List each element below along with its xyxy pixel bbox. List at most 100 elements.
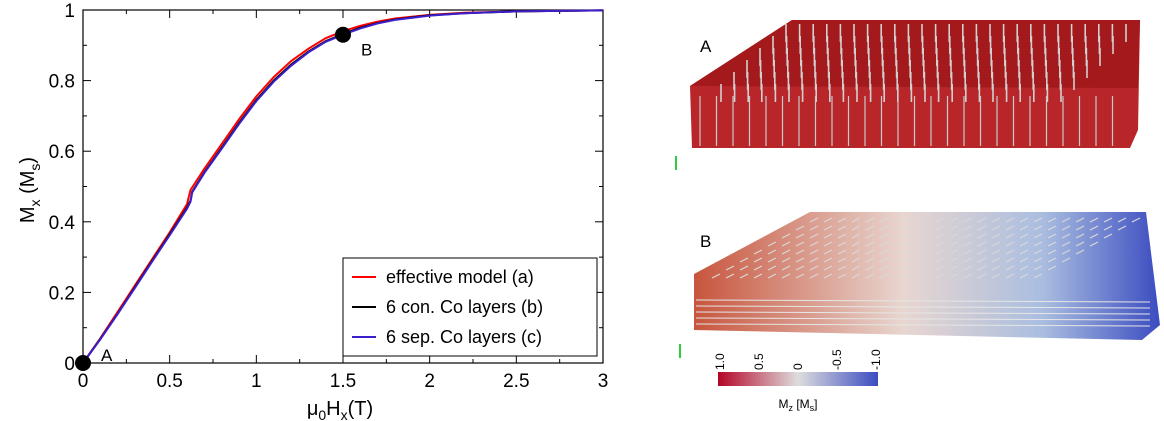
spin-arrow [795,265,805,271]
spin-arrow [935,241,945,247]
spin-arrow [893,249,903,255]
spin-arrow [935,265,945,271]
colorbar-tick-3: 0 [791,363,805,370]
y-tick-label: 0.6 [49,142,75,163]
spin-arrow [907,217,917,223]
spin-arrow [1033,265,1043,271]
spin-arrow [907,249,917,255]
spin-arrow [907,225,917,231]
spin-arrow [865,217,875,223]
spin-arrow [1033,225,1043,231]
spin-arrow [963,225,973,231]
spin-arrow [1047,241,1057,247]
spin-arrow [809,249,819,255]
spin-arrow [1005,241,1015,247]
spin-arrow [1033,273,1043,279]
spin-arrow [949,241,959,247]
spin-arrow [865,249,875,255]
spin-arrow [1061,241,1071,247]
spin-arrow [991,241,1001,247]
spin-arrow [935,257,945,263]
spin-arrow [977,225,987,231]
spin-arrow [739,273,749,279]
spin-arrow [753,265,763,271]
layer-edge [695,305,1151,309]
spin-arrow [851,265,861,271]
x-tick-label: 0.5 [156,371,182,392]
spin-arrow [837,257,847,263]
spin-arrow [977,265,987,271]
spin-arrow [851,257,861,263]
spin-arrow [1047,249,1057,255]
spin-arrow [809,265,819,271]
spin-arrow [809,273,819,279]
colorbar-tick-1: 1.0 [713,353,727,370]
spin-arrow [921,233,931,239]
spin-arrow [1061,257,1071,263]
spin-arrow [879,233,889,239]
marker-points: AB [75,26,372,371]
x-tick-label: 2.5 [503,371,529,392]
spin-arrow [1033,217,1043,223]
spin-arrow [1033,233,1043,239]
spin-arrow [949,225,959,231]
spin-arrow [767,265,777,271]
spin-arrow [935,225,945,231]
colorbar-title: Mz [Ms] [778,397,817,413]
spin-arrow [823,265,833,271]
magnetization-chart: 0 0.5 1 1.5 2 2.5 300.20.40.60.81 AB Mx (Ms) μ… [17,1,608,421]
spin-arrow [809,225,819,231]
spin-arrow [949,217,959,223]
spin-arrow [1019,249,1029,255]
spin-arrow [907,273,917,279]
spin-arrow [837,265,847,271]
spin-arrow [1075,249,1085,255]
y-tick-label: 0.4 [49,213,76,234]
x-tick-label: 2 [424,371,435,392]
spin-arrow [977,257,987,263]
spin-arrow [907,265,917,271]
spin-arrow [1089,225,1099,231]
spin-arrow [767,241,777,247]
spin-arrow [795,257,805,263]
layer-edge [695,311,1151,315]
spin-arrow [809,257,819,263]
spin-arrow [935,249,945,255]
spin-arrow [1005,257,1015,263]
spin-arrow [1005,217,1015,223]
spin-arrow [1061,249,1071,255]
spin-arrow [949,257,959,263]
spin-arrow [1061,225,1071,231]
spin-arrow [977,273,987,279]
spin-arrow [977,217,987,223]
spin-arrow [879,273,889,279]
spin-arrow [753,249,763,255]
spin-arrow [711,273,721,279]
spin-arrow [963,273,973,279]
spin-arrow [977,249,987,255]
spin-arrow [879,249,889,255]
spin-arrow [1103,217,1113,223]
layer-edge [695,299,1151,303]
spin-arrow [1019,233,1029,239]
spin-arrow [907,257,917,263]
spin-arrow [991,225,1001,231]
spin-arrow [907,241,917,247]
spin-arrow [1047,257,1057,263]
spin-arrow [963,249,973,255]
spin-arrow [949,233,959,239]
panel-b-label: B [700,232,711,251]
spin-arrow [1075,217,1085,223]
spin-arrow [1117,225,1127,231]
spin-arrow [1089,241,1099,247]
spin-arrow [781,257,791,263]
panel-b-spins [695,217,1151,327]
spin-arrow [1019,257,1029,263]
spin-arrow [921,217,931,223]
spin-arrow [1005,249,1015,255]
spin-arrow [879,241,889,247]
spin-arrow [1061,233,1071,239]
spin-arrow [991,273,1001,279]
series-line-2 [82,9,604,364]
marker-point-b [335,26,351,43]
